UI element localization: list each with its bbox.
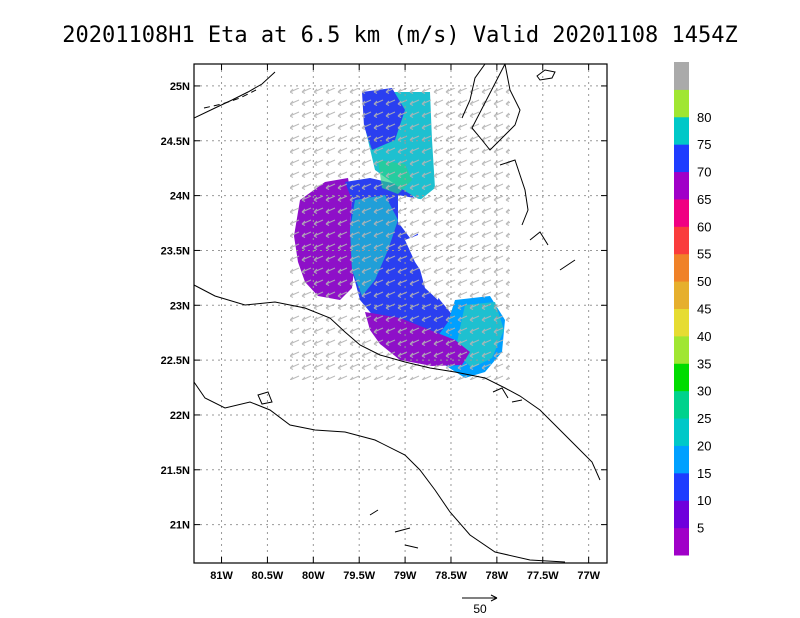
colorbar-swatch [674,144,689,173]
y-tick-label: 21.5N [161,465,190,477]
y-tick-label: 24N [170,191,190,203]
coast-cays [369,509,419,549]
x-axis: 81W 80.5W 80W 79.5W 79W 78.5W 78W 77.5W 77W [210,64,601,582]
colorbar-label: 45 [697,302,711,317]
colorbar-label: 5 [697,521,704,536]
colorbar-swatch [674,62,689,90]
colorbar-label: 35 [697,356,711,371]
coast-isle [257,391,273,405]
colorbar-label: 70 [697,165,711,180]
y-tick-label: 22.5N [161,355,190,367]
reference-vector: 50 [462,594,498,616]
x-tick-label: 80.5W [252,570,284,582]
coast-andros [461,64,521,151]
grid-lines [194,64,607,563]
coast-exuma [499,159,576,271]
colorbar-swatch [674,308,689,337]
colorbar-label: 30 [697,384,711,399]
y-tick-label: 23.5N [161,245,190,257]
colorbar-swatch [674,363,689,392]
colorbar-label: 50 [697,274,711,289]
reference-vector-label: 50 [473,602,487,616]
x-tick-label: 77.5W [527,570,559,582]
y-tick-label: 24.5N [161,136,190,148]
colorbar-swatch [674,335,689,364]
colorbar-swatch [674,171,689,200]
colorbar: 5 10 15 20 25 30 35 40 45 50 55 60 65 70 75 80 [674,62,711,556]
y-tick-label: 23N [170,300,190,312]
colorbar-label: 75 [697,137,711,152]
colorbar-swatch [674,527,689,556]
colorbar-label: 15 [697,466,711,481]
colorbar-swatch [674,418,689,446]
colorbar-label: 25 [697,411,711,426]
colorbar-label: 20 [697,438,711,453]
map-frame [193,63,608,564]
wind-field [290,88,510,380]
colorbar-swatch [674,445,689,474]
x-tick-label: 78W [486,570,509,582]
colorbar-swatch [674,226,689,255]
coast-bay-islands [492,387,523,403]
coast-cuba-south [194,381,566,563]
coast-cuba-north [194,284,601,481]
x-tick-label: 79.5W [343,570,375,582]
colorbar-label: 80 [697,110,711,125]
x-tick-label: 77W [577,570,600,582]
colorbar-swatch [674,198,689,227]
colorbar-label: 55 [697,247,711,262]
colorbar-swatch [674,116,689,145]
colorbar-swatch [674,472,689,501]
colorbar-label: 10 [697,493,711,508]
colorbar-swatch [674,390,689,419]
x-tick-label: 80W [302,570,325,582]
x-tick-label: 78.5W [435,570,467,582]
coast-florida-keys [194,71,276,119]
y-tick-label: 22N [170,410,190,422]
map-area [194,64,607,563]
colorbar-swatch [674,281,689,309]
y-axis: 21N 21.5N 22N 22.5N 23N 23.5N 24N 24.5N 25N [161,81,607,532]
y-tick-label: 25N [170,81,190,93]
reference-arrow-head [490,594,498,602]
colorbar-label: 65 [697,192,711,207]
coastlines [194,64,601,563]
colorbar-label: 40 [697,329,711,344]
colorbar-swatch [674,253,689,282]
field-arrow-overlay [290,88,510,380]
colorbar-swatch [674,500,689,529]
y-tick-label: 21N [170,520,190,532]
x-tick-label: 81W [210,570,233,582]
chart-title: 20201108H1 Eta at 6.5 km (m/s) Valid 202… [62,23,738,48]
x-tick-label: 79W [394,570,417,582]
coast-eleuthera [536,69,556,81]
colorbar-label: 60 [697,219,711,234]
colorbar-swatch [674,89,689,118]
